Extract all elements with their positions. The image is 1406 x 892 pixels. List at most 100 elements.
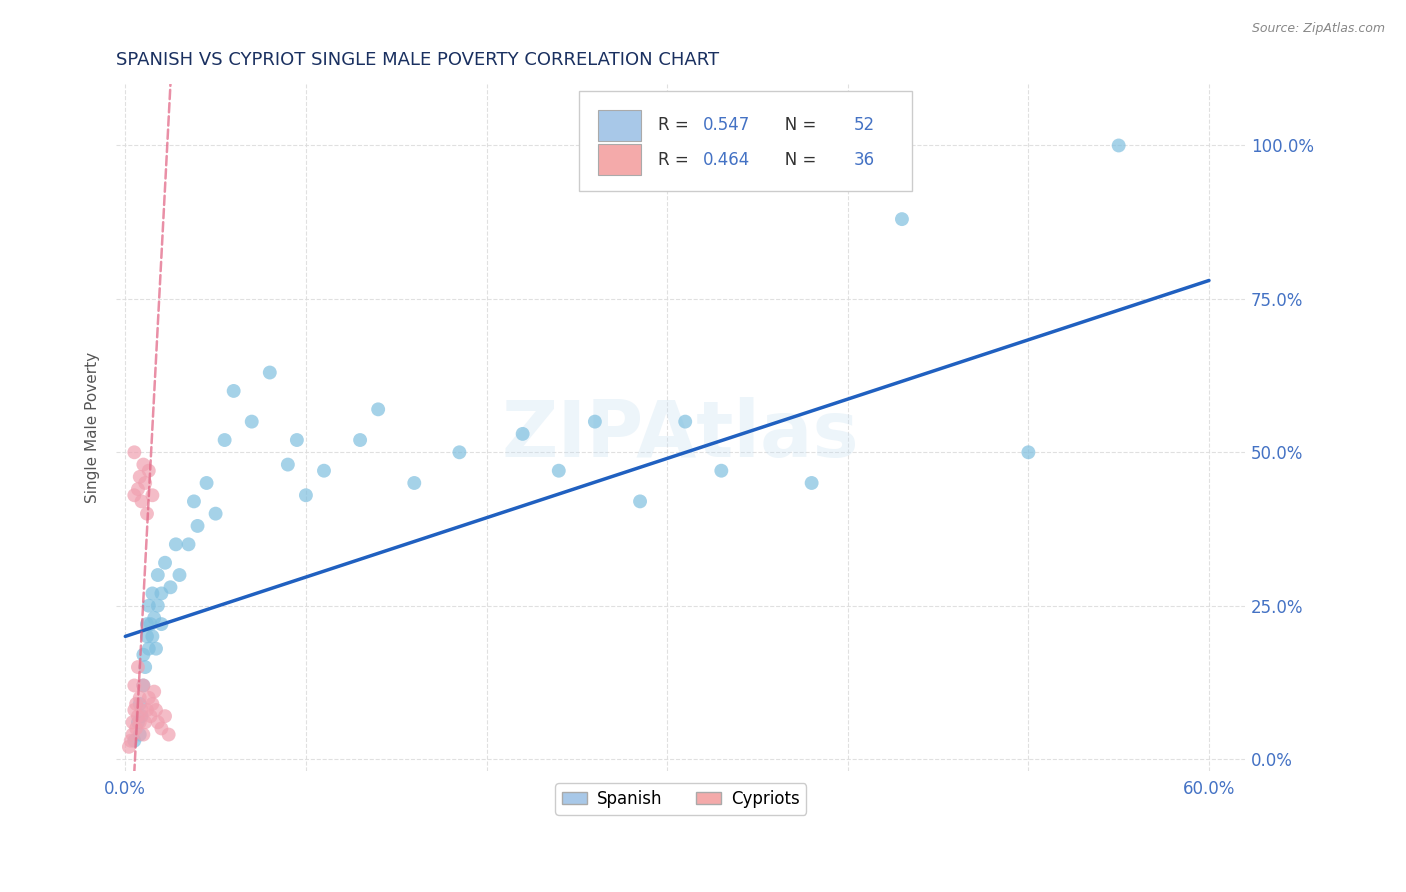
Point <box>285 433 308 447</box>
Point <box>132 648 155 662</box>
Point <box>138 599 160 613</box>
Point <box>132 458 155 472</box>
Text: N =: N = <box>769 116 821 135</box>
Point <box>312 464 335 478</box>
Point <box>128 728 150 742</box>
Point <box>124 703 146 717</box>
Point <box>132 678 155 692</box>
Point <box>404 475 426 490</box>
Point <box>141 586 163 600</box>
Text: 0.464: 0.464 <box>703 151 751 169</box>
Point <box>583 415 606 429</box>
Point <box>890 212 912 227</box>
Point <box>131 709 153 723</box>
Point <box>138 690 160 705</box>
Point <box>150 722 173 736</box>
Legend: Spanish, Cypriots: Spanish, Cypriots <box>555 783 806 814</box>
Point <box>146 715 169 730</box>
Point <box>153 709 176 723</box>
Point <box>547 464 569 478</box>
Point <box>204 507 226 521</box>
Point <box>240 415 263 429</box>
Point <box>141 697 163 711</box>
Point <box>128 470 150 484</box>
Point <box>145 641 167 656</box>
Point <box>143 611 166 625</box>
Point <box>141 629 163 643</box>
Point <box>367 402 389 417</box>
Point <box>145 703 167 717</box>
Point <box>124 733 146 747</box>
Point <box>177 537 200 551</box>
Point <box>138 464 160 478</box>
Text: N =: N = <box>769 151 821 169</box>
Point <box>131 494 153 508</box>
Y-axis label: Single Male Poverty: Single Male Poverty <box>86 352 100 503</box>
Point <box>628 494 651 508</box>
Point <box>295 488 318 502</box>
Text: R =: R = <box>658 116 695 135</box>
Point <box>136 703 159 717</box>
Text: 52: 52 <box>853 116 875 135</box>
Point <box>124 678 146 692</box>
Point <box>134 475 156 490</box>
Point <box>127 482 149 496</box>
Point <box>183 494 205 508</box>
Point <box>134 715 156 730</box>
Point <box>800 475 823 490</box>
Point <box>187 519 209 533</box>
Text: 0.547: 0.547 <box>703 116 751 135</box>
Point <box>159 580 181 594</box>
Point <box>138 641 160 656</box>
FancyBboxPatch shape <box>579 91 912 191</box>
Point <box>146 599 169 613</box>
Point <box>214 433 236 447</box>
Point <box>146 568 169 582</box>
Text: 36: 36 <box>853 151 875 169</box>
Point <box>127 715 149 730</box>
Point <box>128 715 150 730</box>
Point <box>150 586 173 600</box>
Point <box>141 488 163 502</box>
Point <box>153 556 176 570</box>
Point <box>128 697 150 711</box>
Point <box>132 728 155 742</box>
Point <box>1017 445 1039 459</box>
Point <box>128 690 150 705</box>
Point <box>136 629 159 643</box>
Point <box>195 475 218 490</box>
Point <box>449 445 471 459</box>
Point <box>124 445 146 459</box>
Point <box>165 537 187 551</box>
Point <box>349 433 371 447</box>
Point <box>157 728 180 742</box>
Point <box>134 660 156 674</box>
Point <box>125 697 148 711</box>
Point <box>277 458 299 472</box>
Point <box>139 617 162 632</box>
Point <box>673 415 696 429</box>
Point <box>136 617 159 632</box>
Point <box>127 660 149 674</box>
Point <box>150 617 173 632</box>
Point <box>131 703 153 717</box>
Point <box>121 728 143 742</box>
Point <box>1108 138 1130 153</box>
Point <box>121 715 143 730</box>
Text: Source: ZipAtlas.com: Source: ZipAtlas.com <box>1251 22 1385 36</box>
Point <box>124 488 146 502</box>
Point <box>120 733 142 747</box>
Point <box>127 709 149 723</box>
Text: R =: R = <box>658 151 695 169</box>
Point <box>512 426 534 441</box>
Point <box>143 684 166 698</box>
Point <box>710 464 733 478</box>
Point <box>169 568 191 582</box>
Point <box>125 722 148 736</box>
Bar <box>599 110 641 141</box>
Bar <box>599 145 641 175</box>
Point <box>118 739 141 754</box>
Text: ZIPAtlas: ZIPAtlas <box>502 397 859 473</box>
Point <box>259 366 281 380</box>
Point <box>132 678 155 692</box>
